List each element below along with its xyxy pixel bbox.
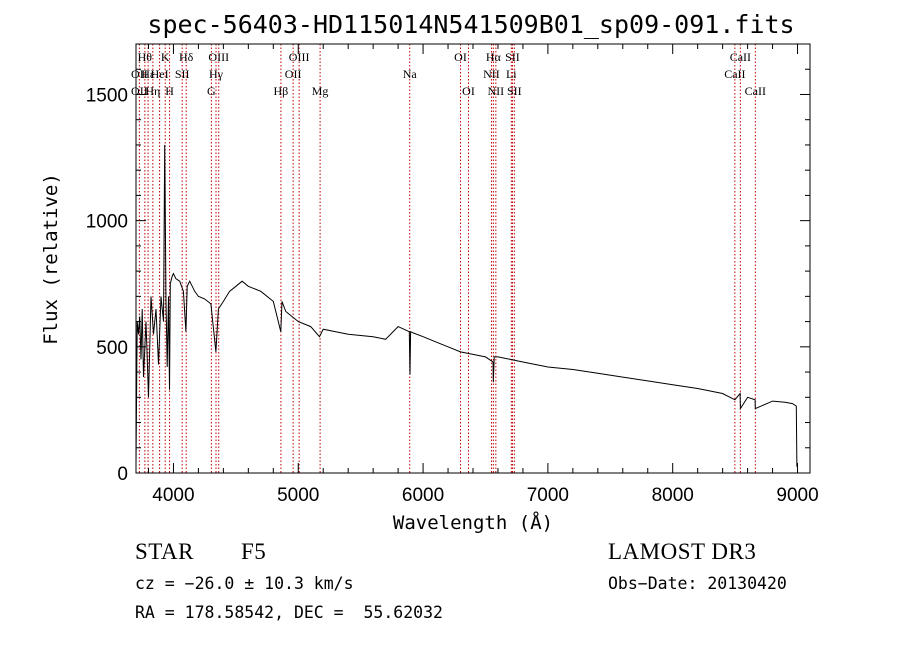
line-label-21: Hα: [486, 50, 502, 64]
line-label-8: SII: [175, 67, 190, 81]
line-label-26: CaII: [724, 67, 745, 81]
line-label-2: Hθ: [138, 50, 153, 64]
line-label-11: Hγ: [209, 67, 224, 81]
line-label-27: CaII: [730, 50, 751, 64]
observation-date: Obs−Date: 20130420: [608, 574, 787, 593]
y-tick-label: 1500: [86, 85, 128, 106]
redshift-cz: cz = −26.0 ± 10.3 km/s: [135, 574, 354, 593]
line-label-22: NII: [488, 84, 505, 98]
line-label-19: OI: [462, 84, 475, 98]
chart-title: spec-56403-HD115014N541509B01_sp09-091.f…: [147, 10, 794, 39]
x-tick-label: 6000: [402, 485, 444, 506]
line-label-24: SII: [505, 50, 520, 64]
x-tick-label: 7000: [527, 485, 569, 506]
line-label-16: Mg: [312, 84, 329, 98]
y-tick-label: 500: [96, 338, 128, 359]
line-label-20: NII: [483, 67, 500, 81]
x-tick-label: 5000: [277, 485, 319, 506]
line-label-13: Hβ: [274, 84, 289, 98]
line-label-23: Li: [506, 67, 517, 81]
x-axis-label: Wavelength (Å): [393, 511, 553, 534]
y-tick-label: 0: [117, 464, 128, 485]
x-tick-label: 8000: [652, 485, 694, 506]
y-axis-ticks: 0 500 1000 1500: [86, 68, 810, 485]
line-label-10: G: [207, 84, 216, 98]
spectral-line-labels: OIIOIIHθHεHηHeIKHSIIHδGHγOIIIHβOIIOIIIMg…: [131, 50, 766, 98]
line-label-25: SII: [507, 84, 522, 98]
line-label-0: OII: [131, 67, 148, 81]
x-tick-label: 9000: [776, 485, 818, 506]
flux-series-line: [135, 144, 798, 467]
y-axis-label: Flux (relative): [40, 173, 62, 345]
y-tick-label: 1000: [86, 212, 128, 233]
line-label-18: OI: [454, 50, 467, 64]
line-label-9: Hδ: [179, 50, 194, 64]
line-label-3: Hε: [141, 67, 155, 81]
line-label-14: OII: [285, 67, 302, 81]
line-label-5: HeI: [151, 67, 169, 81]
object-subclass: F5: [241, 539, 267, 564]
line-label-15: OIII: [289, 50, 310, 64]
x-tick-label: 4000: [152, 485, 194, 506]
survey-name: LAMOST DR3: [608, 539, 757, 564]
plot-frame: [135, 43, 811, 474]
spectral-line-markers: [138, 44, 756, 473]
x-axis-ticks: 4000 5000 6000 7000 8000 9000: [147, 44, 819, 506]
object-class: STAR: [135, 539, 194, 564]
line-label-12: OIII: [208, 50, 229, 64]
coordinates: RA = 178.58542, DEC = 55.62032: [135, 603, 443, 622]
line-label-6: K: [161, 50, 170, 64]
line-label-28: CaII: [745, 84, 766, 98]
line-label-7: H: [165, 84, 174, 98]
line-label-4: Hη: [145, 84, 160, 98]
line-label-17: Na: [403, 67, 418, 81]
